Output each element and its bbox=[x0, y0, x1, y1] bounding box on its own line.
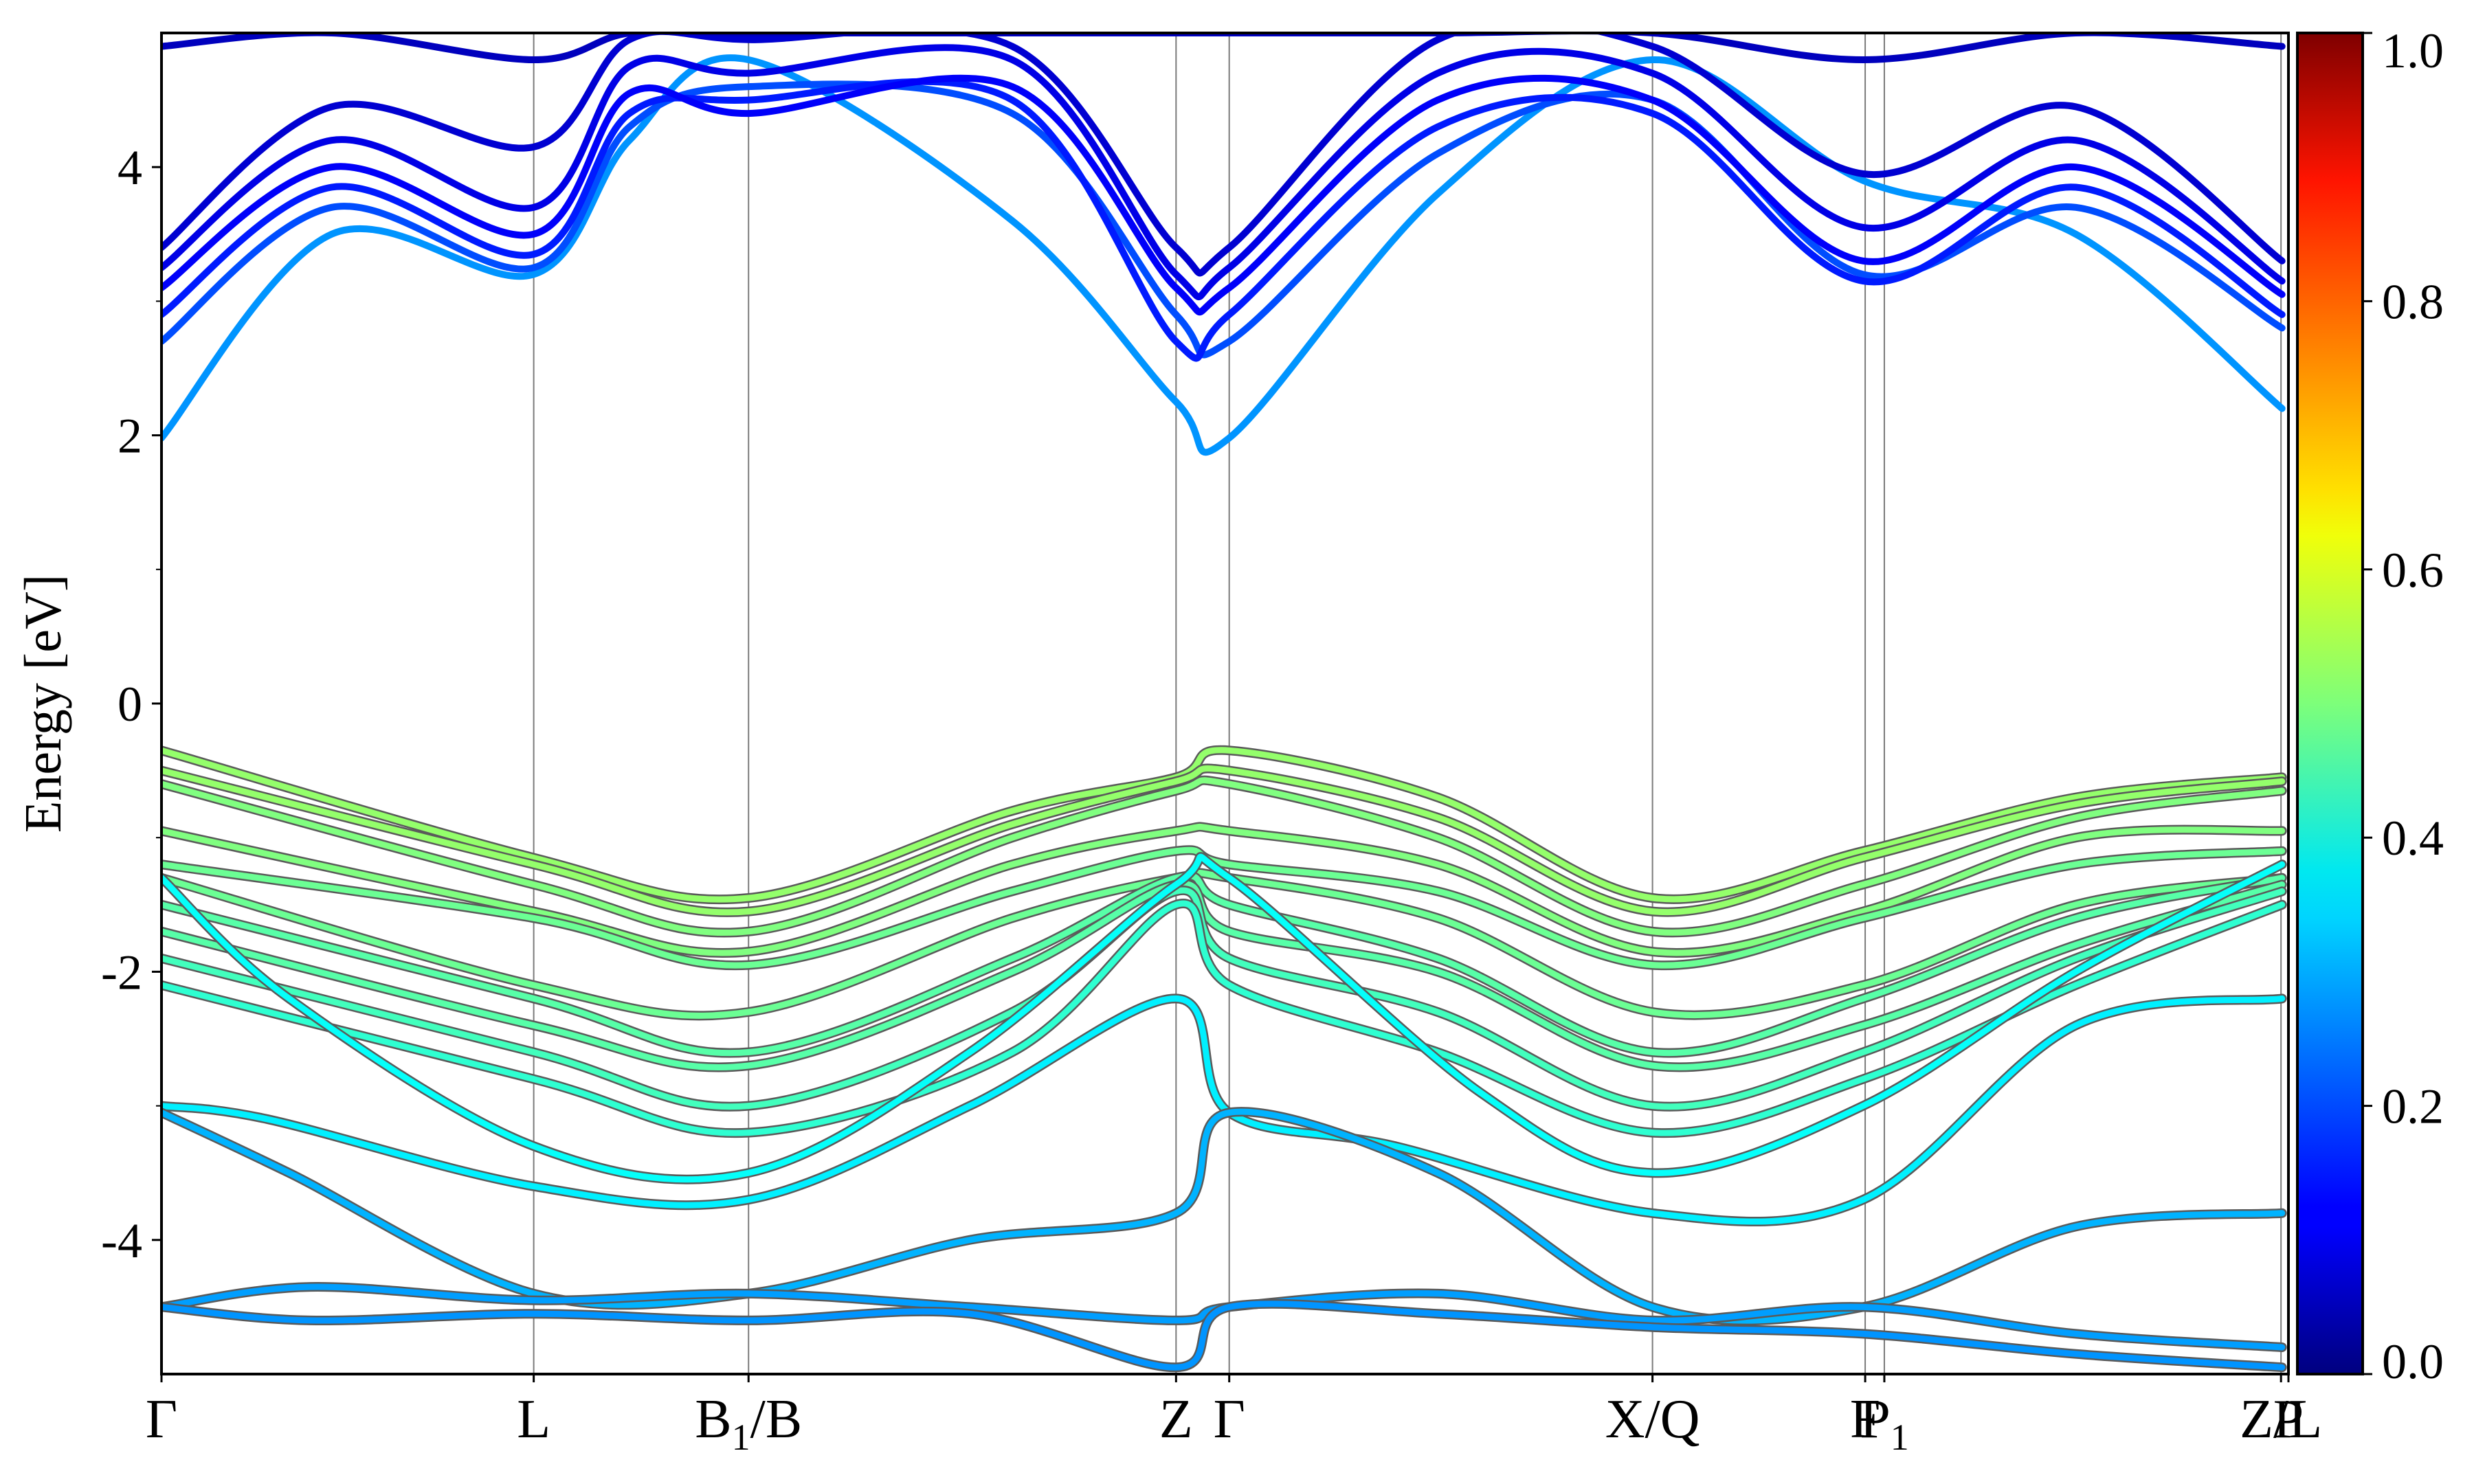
x-tick-label-subscript: 1 bbox=[732, 1417, 750, 1458]
x-tick-label: B1/B bbox=[695, 1389, 802, 1458]
colorbar-tick-label: 0.8 bbox=[2382, 274, 2444, 329]
x-tick-label-base: Z/L bbox=[2240, 1389, 2322, 1450]
y-axis-ticks: 4 2 0 -2 -4 bbox=[101, 140, 161, 1268]
band-line bbox=[161, 54, 2286, 456]
band-line bbox=[161, 900, 2286, 1136]
x-axis-ticks: Γ L B1/B Z Γ X/Q FP1 Z/LP bbox=[146, 1374, 2322, 1458]
x-tick-label-base: X/Q bbox=[1605, 1389, 1700, 1450]
band-line bbox=[161, 33, 2286, 63]
band-line bbox=[161, 853, 2286, 1183]
colorbar bbox=[2296, 32, 2364, 1375]
x-tick-label-base: P bbox=[2273, 1389, 2304, 1450]
band-line bbox=[161, 44, 2286, 301]
y-tick-label: 0 bbox=[118, 677, 142, 732]
x-tick-label: Z bbox=[1159, 1389, 1193, 1450]
x-tick-label: F bbox=[1850, 1389, 1881, 1450]
x-tick-label-base: F bbox=[1850, 1389, 1881, 1450]
colorbar-tick-label: 0.2 bbox=[2382, 1079, 2444, 1134]
colorbar-tick-label: 1.0 bbox=[2382, 23, 2444, 78]
band-line bbox=[161, 777, 2286, 936]
y-tick-label: -4 bbox=[101, 1213, 142, 1268]
band-lines bbox=[161, 33, 2287, 1373]
x-tick-label: P bbox=[2273, 1389, 2304, 1450]
x-tick-label: Z/L bbox=[2240, 1389, 2322, 1450]
colorbar-ticks: 1.0 0.8 0.6 0.4 0.2 0.0 bbox=[2363, 23, 2444, 1389]
band-line bbox=[161, 765, 2286, 916]
colorbar-tick-label: 0.4 bbox=[2382, 811, 2444, 866]
band-line bbox=[161, 74, 2286, 316]
x-tick-label-subscript: 1 bbox=[1891, 1417, 1909, 1458]
x-tick-label: L bbox=[517, 1389, 550, 1450]
band-line bbox=[161, 823, 2286, 956]
band-line bbox=[161, 995, 2286, 1225]
band-line bbox=[161, 1108, 2286, 1324]
band-line bbox=[161, 1283, 2286, 1351]
x-tick-label: X/Q bbox=[1605, 1389, 1700, 1450]
band-line bbox=[161, 747, 2286, 903]
x-tick-label: P1 bbox=[1860, 1389, 1909, 1458]
band-line bbox=[161, 1301, 2286, 1371]
colorbar-tick-label: 0.6 bbox=[2382, 543, 2444, 598]
x-tick-label-tail: /B bbox=[750, 1389, 803, 1450]
band-line bbox=[161, 846, 2286, 969]
y-tick-label: 4 bbox=[118, 140, 142, 195]
high-symmetry-lines bbox=[533, 33, 2282, 1374]
y-tick-label: 2 bbox=[118, 409, 142, 464]
y-tick-label: -2 bbox=[101, 945, 142, 1000]
band-line bbox=[161, 33, 2286, 277]
band-line bbox=[161, 80, 2286, 359]
x-tick-label-base: Γ bbox=[1214, 1389, 1245, 1450]
x-tick-label: Γ bbox=[1214, 1389, 1245, 1450]
band-line bbox=[161, 873, 2286, 1057]
x-tick-label-base: Z bbox=[1159, 1389, 1193, 1450]
x-tick-label-base: P bbox=[1860, 1389, 1891, 1450]
band-line bbox=[161, 887, 2286, 1110]
band-line bbox=[161, 880, 2286, 1071]
y-axis-title: Energy [eV] bbox=[14, 574, 72, 833]
x-tick-label-base: B bbox=[695, 1389, 731, 1450]
x-tick-label-base: Γ bbox=[146, 1389, 177, 1450]
x-tick-label-base: L bbox=[517, 1389, 550, 1450]
x-tick-label: Γ bbox=[146, 1389, 177, 1450]
colorbar-tick-label: 0.0 bbox=[2382, 1334, 2444, 1389]
band-line bbox=[161, 78, 2286, 362]
